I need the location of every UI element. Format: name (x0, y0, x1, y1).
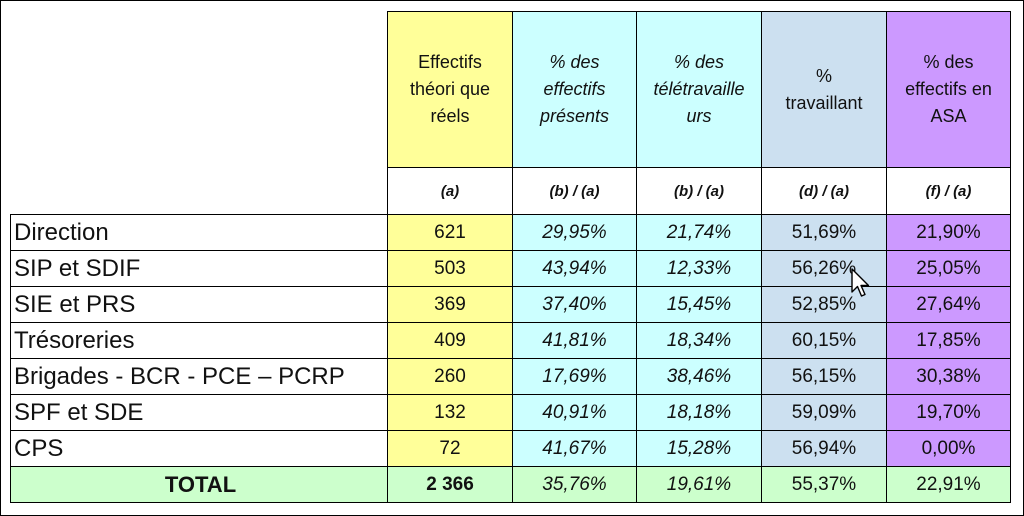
cell-travaillant[interactable]: 56,26% (761, 250, 887, 287)
table-row: CPS 72 41,67% 15,28% 56,94% 0,00% (10, 430, 1011, 467)
row-label[interactable]: CPS (10, 430, 388, 467)
cell-teletravail[interactable]: 38,46% (636, 358, 762, 395)
cell-teletravail[interactable]: 21,74% (636, 214, 762, 251)
row-label[interactable]: Brigades - BCR - PCE – PCRP (10, 358, 388, 395)
cell-presents[interactable]: 37,40% (512, 286, 637, 323)
header-travaillant[interactable]: % travaillant (761, 11, 887, 168)
cell-travaillant[interactable]: 56,94% (761, 430, 887, 467)
cell-teletravail[interactable]: 12,33% (636, 250, 762, 287)
cell-asa[interactable]: 17,85% (886, 322, 1011, 359)
cell-teletravail[interactable]: 18,34% (636, 322, 762, 359)
header-effectifs[interactable]: Effectifs théori que réels (387, 11, 513, 168)
cell-presents[interactable]: 29,95% (512, 214, 637, 251)
row-label[interactable]: Trésoreries (10, 322, 388, 359)
header-presents[interactable]: % des effectifs présents (512, 11, 637, 168)
mouse-cursor-icon (851, 268, 870, 297)
cell-presents[interactable]: 40,91% (512, 394, 637, 431)
table-row: Direction 621 29,95% 21,74% 51,69% 21,90… (10, 214, 1011, 251)
row-label[interactable]: SPF et SDE (10, 394, 388, 431)
cell-travaillant[interactable]: 52,85% (761, 286, 887, 323)
header-asa[interactable]: % des effectifs en ASA (886, 11, 1011, 168)
cell-asa[interactable]: 25,05% (886, 250, 1011, 287)
cell-presents[interactable]: 41,81% (512, 322, 637, 359)
cell-teletravail[interactable]: 18,18% (636, 394, 762, 431)
row-label[interactable]: SIP et SDIF (10, 250, 388, 287)
cell-presents[interactable]: 17,69% (512, 358, 637, 395)
header-row: Effectifs théori que réels % des effecti… (11, 11, 1011, 168)
row-label[interactable]: SIE et PRS (10, 286, 388, 323)
cell-teletravail[interactable]: 15,45% (636, 286, 762, 323)
header-teletravail[interactable]: % des télétravaille urs (636, 11, 762, 168)
row-label[interactable]: Direction (10, 214, 388, 251)
cell-travaillant[interactable]: 60,15% (761, 322, 887, 359)
empty-corner (11, 12, 388, 215)
header-presents-label: % des effectifs présents (539, 52, 610, 126)
header-travaillant-label: % travaillant (785, 65, 863, 113)
cell-effectifs[interactable]: 621 (387, 214, 513, 251)
cell-asa[interactable]: 30,38% (886, 358, 1011, 395)
total-presents[interactable]: 35,76% (512, 466, 637, 503)
cell-teletravail[interactable]: 15,28% (636, 430, 762, 467)
cell-asa[interactable]: 19,70% (886, 394, 1011, 431)
formula-cell[interactable]: (b) / (a) (636, 167, 762, 215)
cell-effectifs[interactable]: 260 (387, 358, 513, 395)
cell-asa[interactable]: 21,90% (886, 214, 1011, 251)
cell-travaillant[interactable]: 51,69% (761, 214, 887, 251)
cell-asa[interactable]: 0,00% (886, 430, 1011, 467)
total-row: TOTAL 2 366 35,76% 19,61% 55,37% 22,91% (10, 466, 1011, 503)
header-teletravail-label: % des télétravaille urs (653, 52, 745, 126)
header-effectifs-label: Effectifs théori que réels (409, 52, 491, 126)
total-effectifs[interactable]: 2 366 (387, 466, 513, 503)
cell-asa[interactable]: 27,64% (886, 286, 1011, 323)
formula-cell[interactable]: (a) (387, 167, 513, 215)
total-asa[interactable]: 22,91% (886, 466, 1011, 503)
table-row: Brigades - BCR - PCE – PCRP 260 17,69% 3… (10, 358, 1011, 395)
formula-cell[interactable]: (f) / (a) (886, 167, 1011, 215)
cell-presents[interactable]: 43,94% (512, 250, 637, 287)
cell-effectifs[interactable]: 409 (387, 322, 513, 359)
table-row: Trésoreries 409 41,81% 18,34% 60,15% 17,… (10, 322, 1011, 359)
cell-effectifs[interactable]: 72 (387, 430, 513, 467)
cell-travaillant[interactable]: 59,09% (761, 394, 887, 431)
total-teletravail[interactable]: 19,61% (636, 466, 762, 503)
data-table: Effectifs théori que réels % des effecti… (10, 11, 1011, 503)
formula-cell[interactable]: (d) / (a) (761, 167, 887, 215)
cell-effectifs[interactable]: 369 (387, 286, 513, 323)
total-travaillant[interactable]: 55,37% (761, 466, 887, 503)
formula-row: (a) (b) / (a) (b) / (a) (d) / (a) (f) / … (11, 167, 1011, 215)
header-asa-label: % des effectifs en ASA (905, 52, 992, 126)
table-row: SIP et SDIF 503 43,94% 12,33% 56,26% 25,… (10, 250, 1011, 287)
cell-effectifs[interactable]: 503 (387, 250, 513, 287)
table-row: SIE et PRS 369 37,40% 15,45% 52,85% 27,6… (10, 286, 1011, 323)
formula-cell[interactable]: (b) / (a) (512, 167, 637, 215)
cell-effectifs[interactable]: 132 (387, 394, 513, 431)
cell-travaillant[interactable]: 56,15% (761, 358, 887, 395)
table-row: SPF et SDE 132 40,91% 18,18% 59,09% 19,7… (10, 394, 1011, 431)
cell-presents[interactable]: 41,67% (512, 430, 637, 467)
total-label[interactable]: TOTAL (10, 466, 388, 503)
